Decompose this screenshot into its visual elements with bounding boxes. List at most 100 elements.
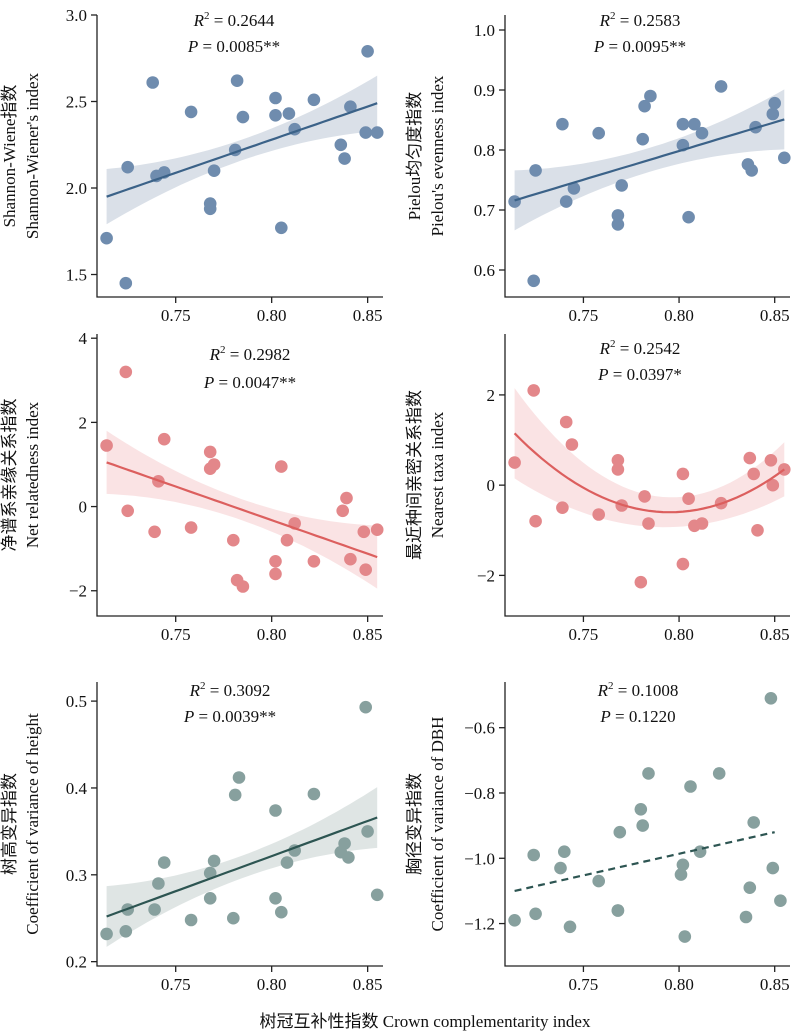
data-point — [227, 911, 240, 925]
data-point — [611, 904, 625, 917]
y-axis-label-cn: Shannon-Wiene指数 — [0, 85, 19, 228]
axes — [504, 682, 790, 967]
data-point — [359, 563, 373, 576]
data-point — [778, 151, 791, 165]
y-tick-label: 0.2 — [66, 953, 87, 972]
y-axis-label-en: Shannon-Wiener's index — [23, 72, 42, 239]
x-tick-label: 0.75 — [161, 625, 191, 644]
data-point — [634, 803, 648, 816]
y-tick-label: 1.0 — [474, 21, 495, 40]
r-squared-label: R2 = 0.3092 — [189, 680, 271, 700]
data-point — [747, 467, 760, 481]
data-point — [615, 179, 628, 192]
data-point — [121, 504, 134, 518]
data-point — [678, 930, 692, 943]
data-point — [230, 74, 244, 87]
data-point — [642, 517, 655, 530]
fit-line — [106, 102, 378, 198]
data-point — [636, 132, 649, 146]
data-point — [227, 533, 240, 547]
y-tick-label: 0.7 — [474, 201, 496, 220]
p-value-label: P = 0.0095** — [593, 37, 686, 56]
axes — [96, 334, 383, 617]
fit-line — [513, 432, 785, 514]
x-tick-label: 0.85 — [760, 975, 790, 994]
data-point — [682, 492, 695, 506]
r-squared-label: R2 = 0.2982 — [209, 344, 291, 364]
p-value-label: P = 0.0397* — [597, 365, 682, 384]
data-point — [567, 182, 581, 195]
data-point — [157, 856, 171, 869]
data-point — [592, 874, 605, 888]
x-tick-label: 0.85 — [760, 625, 790, 644]
panel-4: 0.75 0.80 0.85 −2 0 2 最近种间亲密关系指数 Nearest taxa i… — [405, 334, 791, 644]
data-point — [338, 837, 351, 850]
y-tick-label: 4 — [79, 329, 88, 348]
y-axis-label-cn: 胸径变异指数 — [405, 773, 424, 875]
data-point — [269, 109, 282, 122]
axes — [504, 15, 790, 298]
x-tick-label: 0.80 — [257, 306, 287, 325]
data-point — [508, 195, 521, 208]
x-tick-label: 0.75 — [569, 975, 599, 994]
p-value-label: P = 0.1220 — [599, 707, 675, 726]
data-point — [342, 851, 355, 864]
y-tick-label: −2 — [69, 582, 87, 601]
x-tick-label: 0.85 — [760, 306, 790, 325]
data-point — [611, 218, 625, 231]
data-point — [747, 816, 760, 829]
fit-line — [514, 118, 785, 202]
data-point — [554, 861, 567, 875]
data-point — [766, 861, 780, 875]
data-point — [280, 856, 294, 869]
data-point — [674, 868, 688, 881]
r-squared-label: R2 = 0.1008 — [597, 680, 679, 700]
y-tick-label: −1.2 — [464, 915, 495, 934]
y-tick-label: 0.9 — [474, 81, 495, 100]
data-point — [100, 439, 113, 452]
axes — [96, 15, 383, 298]
data-point — [119, 925, 133, 938]
data-point — [684, 780, 697, 793]
data-point — [203, 892, 217, 905]
data-point — [688, 117, 701, 131]
p-value-label: P = 0.0085** — [187, 37, 280, 56]
data-point — [592, 126, 605, 140]
x-tick-label: 0.80 — [664, 306, 694, 325]
y-tick-label: 0 — [487, 476, 496, 495]
data-point — [508, 456, 521, 469]
data-point — [764, 454, 778, 467]
data-point — [100, 927, 113, 941]
data-point — [148, 525, 161, 539]
r-squared-label: R2 = 0.2583 — [599, 10, 681, 30]
y-axis-label-en: Net relatedness index — [23, 401, 42, 548]
data-point — [334, 138, 348, 152]
data-point — [695, 126, 709, 140]
data-point — [739, 910, 753, 924]
data-point — [275, 221, 288, 235]
x-tick-label: 0.80 — [664, 975, 694, 994]
data-point — [280, 533, 294, 547]
data-point — [119, 365, 133, 379]
fit-line — [106, 816, 378, 918]
data-point — [766, 478, 780, 492]
y-tick-label: −0.6 — [464, 719, 495, 738]
data-point — [529, 164, 542, 177]
data-point — [361, 45, 374, 58]
data-point — [682, 210, 695, 224]
data-point — [527, 848, 540, 862]
data-point — [743, 881, 757, 894]
data-point — [232, 771, 246, 784]
y-axis-label-en: Coefficient of variance of DBH — [428, 717, 447, 932]
data-point — [269, 555, 282, 568]
data-point — [152, 877, 165, 890]
x-tick-label: 0.75 — [569, 625, 599, 644]
data-point — [611, 209, 625, 222]
r-squared-label: R2 = 0.2644 — [193, 10, 275, 30]
y-tick-label: 1.5 — [66, 266, 87, 285]
data-point — [275, 460, 288, 473]
y-tick-label: 2.0 — [66, 179, 87, 198]
y-axis-label-cn: Pielou均匀度指数 — [405, 92, 424, 220]
data-point — [712, 767, 726, 780]
data-point — [714, 80, 728, 93]
